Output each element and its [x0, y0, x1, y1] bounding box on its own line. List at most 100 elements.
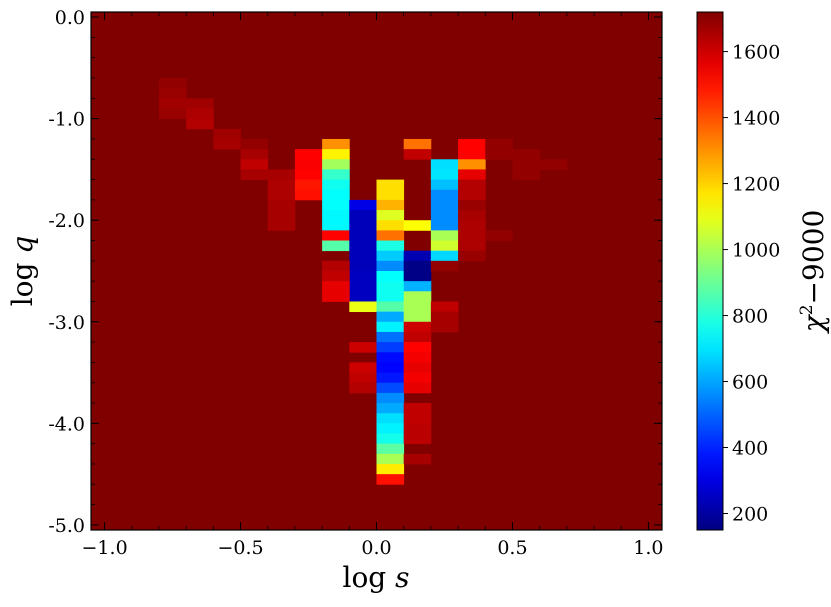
heatmap-cell [376, 423, 405, 434]
heatmap-cell [322, 260, 350, 272]
y-axis-title: log q [6, 236, 39, 307]
heatmap-cell [403, 321, 432, 333]
heatmap-cell [349, 301, 377, 313]
heatmap-cell [376, 311, 405, 323]
heatmap-cell [349, 220, 377, 231]
heatmap-cell [349, 260, 377, 272]
heatmap-cell [403, 260, 432, 272]
heatmap-cell [458, 138, 486, 150]
heatmap-cell [376, 342, 405, 353]
heatmap-cell [322, 220, 350, 231]
heatmap-cell [458, 169, 486, 180]
heatmap-cell [349, 372, 377, 384]
heatmap-cell [403, 250, 432, 262]
heatmap-cell [322, 230, 350, 241]
heatmap-cell [403, 291, 432, 302]
heatmap-cell [349, 250, 377, 262]
heatmap-cell [430, 250, 459, 262]
heatmap-cell [376, 372, 405, 384]
heatmap-cell [376, 281, 405, 292]
heatmap-cell [376, 392, 405, 404]
heatmap-cell [458, 210, 486, 221]
heatmap-cell [376, 199, 405, 211]
heatmap-cell [458, 240, 486, 252]
heatmap-cell [376, 463, 405, 475]
heatmap-cell [349, 210, 377, 221]
y-tick-label: -4.0 [48, 413, 85, 435]
heatmap-cell [267, 199, 296, 211]
heatmap-cell [186, 98, 214, 109]
heatmap-cell [376, 433, 405, 445]
heatmap-cell [267, 189, 296, 201]
heatmap-cell [349, 362, 377, 373]
heatmap-cell [430, 189, 459, 201]
x-tick-label: −0.5 [217, 537, 263, 559]
heatmap-cell [403, 149, 432, 160]
heatmap-cell [322, 179, 350, 191]
heatmap-cell [349, 291, 377, 302]
y-tick-label: 0.0 [55, 7, 85, 29]
heatmap-cell [376, 403, 405, 414]
heatmap-cell [322, 169, 350, 180]
heatmap-cell [430, 260, 459, 272]
heatmap-cell [376, 362, 405, 373]
heatmap-cell [376, 413, 405, 424]
heatmap-cell [376, 382, 405, 394]
colorbar-tick-label: 400 [732, 438, 768, 460]
heatmap-cell [322, 281, 350, 292]
heatmap-cell [267, 220, 296, 231]
heatmap-cell [376, 250, 405, 262]
heatmap-cell [376, 271, 405, 282]
heatmap-cell [458, 230, 486, 241]
heatmap-cell [322, 271, 350, 282]
heatmap-cell [430, 301, 459, 313]
heatmap-cell [294, 159, 323, 170]
heatmap-cell [376, 240, 405, 252]
heatmap-cell [458, 220, 486, 231]
heatmap-cell [512, 159, 541, 170]
heatmap-cell [322, 199, 350, 211]
heatmap-cell [403, 413, 432, 424]
heatmap-cell [294, 169, 323, 180]
colorbar-tick-label: 1400 [732, 108, 780, 130]
heatmap-cell [403, 403, 432, 414]
heatmap-cell [322, 159, 350, 170]
heatmap-cell [430, 240, 459, 252]
y-tick-label: -5.0 [48, 515, 85, 537]
heatmap-cell [458, 159, 486, 170]
heatmap-cell [403, 372, 432, 384]
heatmap-cell [403, 271, 432, 282]
heatmap-cell [458, 199, 486, 211]
heatmap-cell [376, 220, 405, 231]
heatmap-cell [349, 199, 377, 211]
heatmap-cell [539, 159, 568, 170]
heatmap-cell [322, 189, 350, 201]
heatmap-cell [430, 220, 459, 231]
y-tick-label: -3.0 [48, 312, 85, 334]
heatmap-cell [267, 210, 296, 221]
heatmap-cell [403, 453, 432, 465]
heatmap-cell [376, 260, 405, 272]
heatmap-cell [294, 179, 323, 191]
heatmap-cell [430, 321, 459, 333]
heatmap-cell [349, 342, 377, 353]
y-tick-label: -1.0 [48, 109, 85, 131]
heatmap-cell [430, 159, 459, 170]
heatmap-cell [186, 118, 214, 130]
colorbar-tick-label: 600 [732, 372, 768, 394]
heatmap-cell [376, 352, 405, 363]
x-tick-label: 0.5 [497, 537, 527, 559]
heatmap-cell [430, 230, 459, 241]
heatmap-cell [458, 179, 486, 191]
heatmap-cell [403, 342, 432, 353]
heatmap-cell [322, 138, 350, 150]
x-tick-label: 1.0 [633, 537, 663, 559]
heatmap-cell [240, 169, 269, 180]
heatmap-cell [376, 291, 405, 302]
heatmap-cell [403, 382, 432, 394]
heatmap-cell [376, 301, 405, 313]
heatmap-cell [376, 230, 405, 241]
heatmap-cell [485, 138, 513, 150]
heatmap-cell [403, 281, 432, 292]
heatmap-cell [430, 179, 459, 191]
